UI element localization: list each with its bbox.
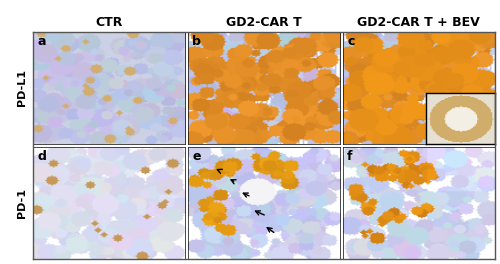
Text: e: e (192, 150, 200, 163)
Text: PD-L1: PD-L1 (18, 69, 28, 106)
Text: d: d (37, 150, 46, 163)
Text: c: c (347, 35, 354, 48)
Text: GD2-CAR T + BEV: GD2-CAR T + BEV (358, 16, 480, 29)
Text: PD-1: PD-1 (18, 188, 28, 218)
Text: CTR: CTR (95, 16, 122, 29)
Text: GD2-CAR T: GD2-CAR T (226, 16, 302, 29)
Text: b: b (192, 35, 201, 48)
Text: a: a (37, 35, 46, 48)
Text: f: f (347, 150, 352, 163)
